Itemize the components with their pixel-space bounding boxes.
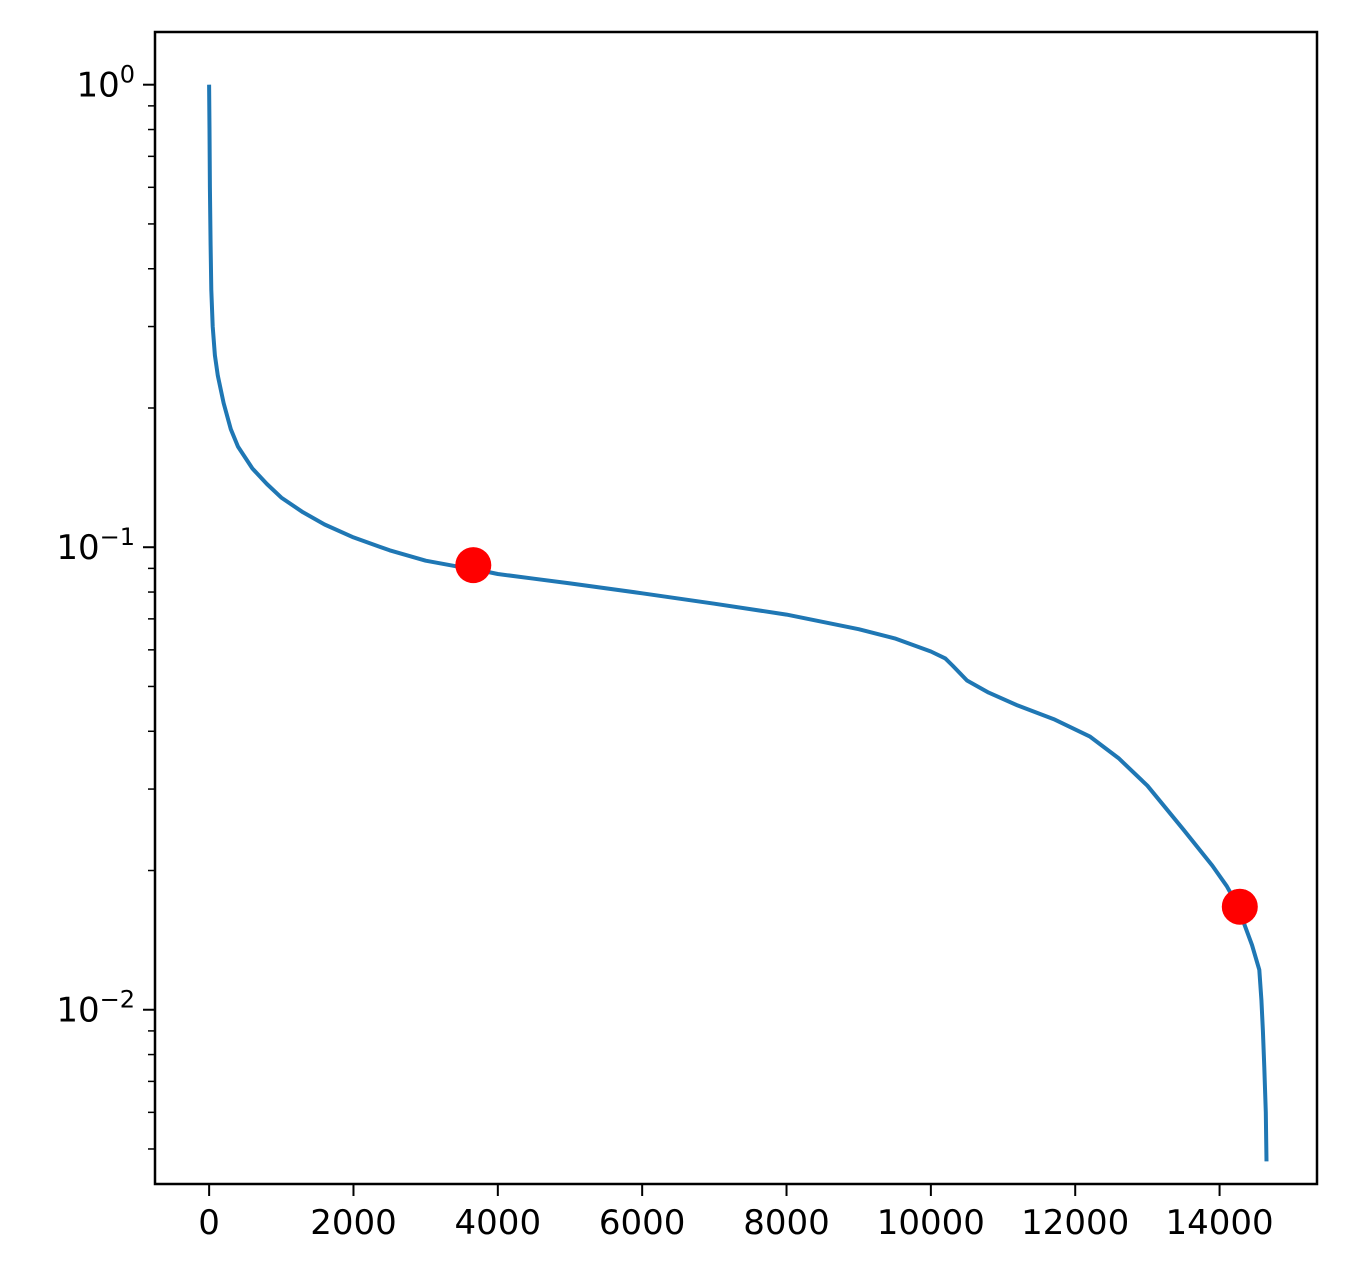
y-tick-label-1: 10−1 [56,523,135,568]
highlight-marker-1 [1221,888,1258,925]
x-tick-label-5: 10000 [877,1203,985,1243]
y-axis: 100 10−1 10−2 [56,61,155,1150]
x-tick-label-0: 0 [198,1203,220,1243]
x-tick-label-3: 6000 [599,1203,686,1243]
marker-layer [455,547,1258,925]
x-tick-label-1: 2000 [310,1203,397,1243]
x-tick-label-6: 12000 [1021,1203,1129,1243]
x-axis: 0 2000 4000 6000 8000 10000 12000 14000 [198,1184,1274,1243]
x-tick-label-2: 4000 [455,1203,542,1243]
y-tick-label-0: 100 [76,61,135,106]
y-tick-label-2: 10−2 [56,986,135,1031]
highlight-marker-0 [455,547,492,584]
x-tick-label-7: 14000 [1165,1203,1273,1243]
x-tick-label-4: 8000 [743,1203,830,1243]
axes-frame [153,30,1319,1186]
